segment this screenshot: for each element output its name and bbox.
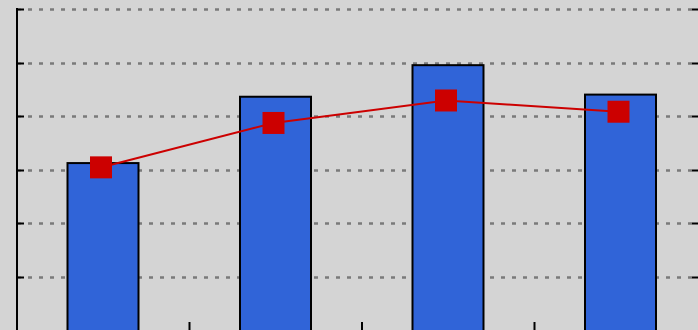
bar [584, 93, 657, 330]
line-marker [90, 156, 112, 179]
line-marker [262, 111, 285, 134]
axes [16, 8, 698, 330]
series-line [100, 99, 619, 169]
line-marker [607, 100, 630, 123]
line-series [90, 89, 630, 179]
bar [239, 95, 312, 330]
bar [66, 162, 140, 330]
line-marker [435, 89, 457, 112]
